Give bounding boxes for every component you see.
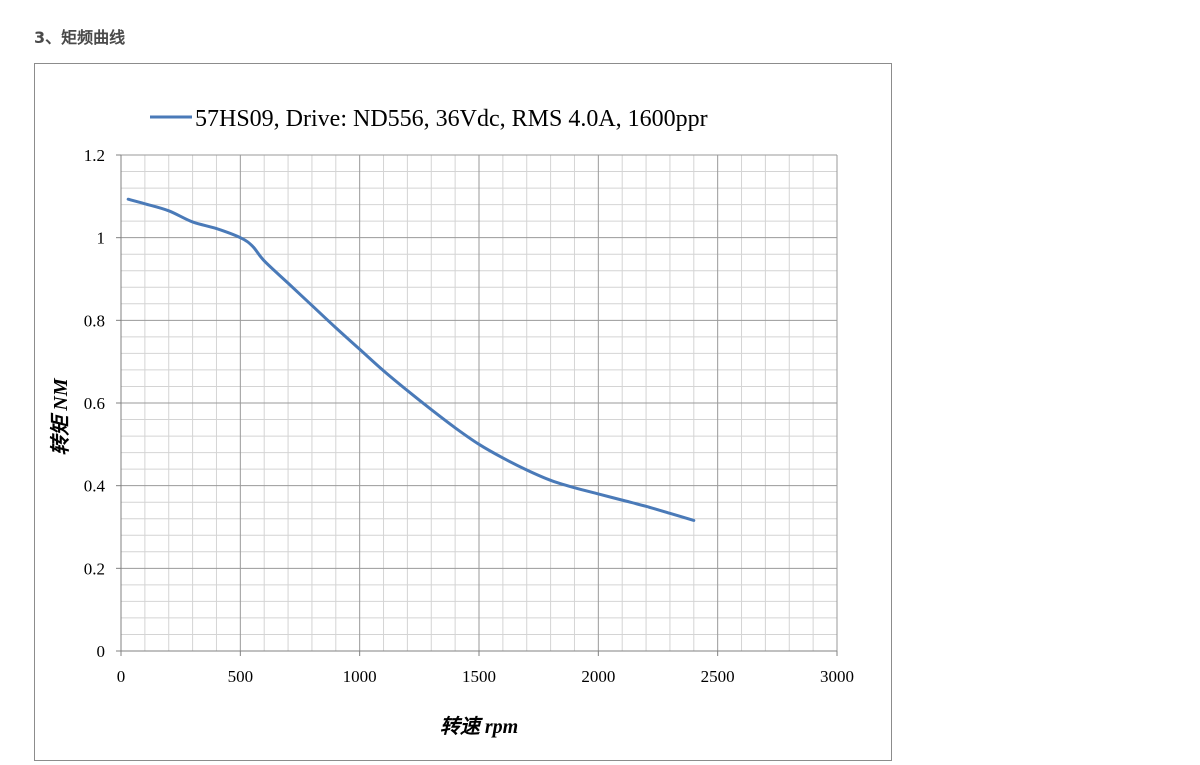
y-axis-title: 转矩 NM bbox=[49, 377, 72, 455]
series-line bbox=[126, 197, 696, 522]
y-tick-labels: 0 0.2 0.4 0.6 0.8 1 1.2 bbox=[84, 146, 106, 661]
x-tick-label: 0 bbox=[117, 667, 126, 686]
series-layer bbox=[126, 197, 696, 522]
x-tick-label: 2000 bbox=[581, 667, 615, 686]
axes bbox=[116, 154, 838, 656]
chart-frame: 0 500 1000 1500 2000 2500 3000 0 0.2 0.4 0.6 0.8 1 1… bbox=[34, 63, 892, 761]
y-tick-label: 1.2 bbox=[84, 146, 105, 165]
x-tick-label: 500 bbox=[228, 667, 254, 686]
x-tick-labels: 0 500 1000 1500 2000 2500 3000 bbox=[117, 667, 854, 686]
torque-frequency-chart: 0 500 1000 1500 2000 2500 3000 0 0.2 0.4 0.6 0.8 1 1… bbox=[49, 106, 854, 738]
legend-label: 57HS09, Drive: ND556, 36Vdc, RMS 4.0A, 1… bbox=[195, 106, 708, 132]
major-grid bbox=[121, 154, 838, 651]
y-tick-label: 0.4 bbox=[84, 477, 106, 496]
y-tick-label: 1 bbox=[97, 229, 106, 248]
x-tick-label: 1500 bbox=[462, 667, 496, 686]
section-heading: 3、矩频曲线 bbox=[34, 28, 126, 47]
y-tick-label: 0.8 bbox=[84, 311, 105, 330]
x-axis-title: 转速 rpm bbox=[440, 715, 518, 738]
x-tick-label: 2500 bbox=[701, 667, 735, 686]
y-tick-label: 0 bbox=[97, 642, 106, 661]
y-tick-label: 0.2 bbox=[84, 559, 105, 578]
x-tick-label: 1000 bbox=[343, 667, 377, 686]
legend: 57HS09, Drive: ND556, 36Vdc, RMS 4.0A, 1… bbox=[150, 106, 708, 132]
x-tick-label: 3000 bbox=[820, 667, 854, 686]
y-tick-label: 0.6 bbox=[84, 394, 105, 413]
